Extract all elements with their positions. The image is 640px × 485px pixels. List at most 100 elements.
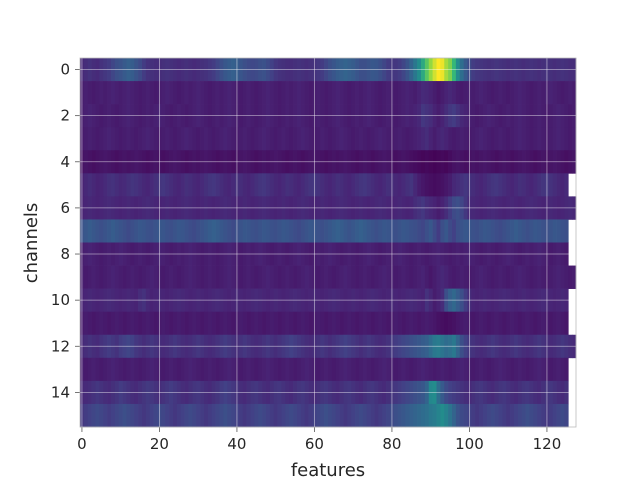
heatmap-cell [114, 403, 120, 428]
heatmap-cell [196, 127, 201, 151]
heatmap-cell [328, 265, 333, 289]
heatmap-cell [413, 219, 418, 243]
heatmap-cell [184, 219, 189, 243]
heatmap-cell [374, 265, 379, 289]
heatmap-cell [188, 311, 193, 336]
heatmap-cell [184, 173, 189, 197]
heatmap-cell [506, 219, 511, 243]
heatmap-cell [393, 265, 399, 289]
heatmap-cell [273, 265, 278, 289]
heatmap-cell [421, 311, 426, 336]
heatmap-cell [173, 219, 178, 243]
heatmap-cell [502, 127, 507, 151]
heatmap-cell [173, 173, 178, 197]
heatmap-cell [378, 219, 383, 243]
heatmap-cell [126, 403, 131, 428]
heatmap-cell [227, 403, 232, 428]
heatmap-cell [297, 219, 302, 243]
heatmap-cell [169, 311, 174, 336]
heatmap-cell [304, 311, 309, 336]
heatmap-cell [552, 357, 557, 382]
heatmap-cell [483, 403, 488, 428]
heatmap-cell [91, 127, 96, 151]
heatmap-cell [355, 265, 360, 289]
heatmap-cell [428, 265, 433, 289]
heatmap-cell [246, 265, 251, 289]
heatmap-cell [432, 311, 437, 336]
heatmap-cell [324, 357, 329, 382]
heatmap-cell [490, 403, 495, 428]
heatmap-cell [258, 403, 263, 428]
heatmap-cell [219, 127, 224, 151]
heatmap-cell [277, 265, 282, 289]
heatmap-cell [339, 173, 344, 197]
heatmap-cell [293, 311, 298, 336]
heatmap-cell [424, 127, 430, 151]
heatmap-cell [165, 403, 170, 428]
heatmap-cell [486, 357, 492, 382]
heatmap-cell [215, 265, 220, 289]
heatmap-cell [417, 81, 422, 105]
heatmap-cell [548, 127, 554, 151]
heatmap-cell [409, 81, 414, 105]
heatmap-cell [552, 81, 557, 105]
heatmap-cell [180, 403, 185, 428]
heatmap-cell [355, 173, 360, 197]
heatmap-cell [397, 127, 402, 151]
heatmap-cell [215, 311, 220, 336]
heatmap-cell [459, 357, 464, 382]
heatmap-cell [533, 265, 538, 289]
heatmap-cell [339, 127, 344, 151]
heatmap-cell [564, 311, 569, 336]
heatmap-cell [486, 81, 492, 105]
heatmap-cell [463, 403, 468, 428]
heatmap-cell [560, 173, 565, 197]
heatmap-cell [335, 219, 340, 243]
heatmap-cell [397, 173, 402, 197]
heatmap-cell [211, 219, 216, 243]
heatmap-cell [537, 311, 542, 336]
heatmap-cell [258, 173, 263, 197]
heatmap-cell [533, 81, 538, 105]
heatmap-cell [444, 265, 449, 289]
heatmap-cell [184, 127, 189, 151]
heatmap-cell [188, 357, 193, 382]
heatmap-cell [176, 403, 182, 428]
heatmap-cell [320, 311, 325, 336]
heatmap-cell [145, 127, 151, 151]
heatmap-cell [397, 311, 402, 336]
heatmap-cell [184, 357, 189, 382]
heatmap-cell [440, 403, 445, 428]
heatmap-cell [111, 173, 116, 197]
heatmap-cell [103, 265, 108, 289]
heatmap-cell [130, 357, 135, 382]
heatmap-cell [378, 265, 383, 289]
heatmap-cell [339, 219, 344, 243]
heatmap-cell [386, 265, 391, 289]
heatmap-cell [405, 311, 410, 336]
heatmap-cell [378, 403, 383, 428]
heatmap-cell [111, 265, 116, 289]
heatmap-cell [262, 219, 267, 243]
heatmap-cell [293, 173, 298, 197]
heatmap-cell [564, 357, 569, 382]
heatmap-cell [483, 173, 488, 197]
heatmap-cell [289, 81, 294, 105]
heatmap-cell [196, 265, 201, 289]
heatmap-cell [227, 127, 232, 151]
heatmap-cell [316, 81, 321, 105]
heatmap-cell [250, 219, 255, 243]
heatmap-cell [99, 403, 104, 428]
heatmap-cell [521, 265, 526, 289]
heatmap-cell [362, 127, 368, 151]
heatmap-cell [432, 173, 437, 197]
heatmap-cell [343, 265, 348, 289]
heatmap-cell [517, 81, 523, 105]
heatmap-cell [331, 403, 337, 428]
heatmap-cell [490, 311, 495, 336]
heatmap-cell [374, 403, 379, 428]
heatmap-cell [370, 357, 375, 382]
heatmap-cell [188, 127, 193, 151]
heatmap-cell [165, 265, 170, 289]
